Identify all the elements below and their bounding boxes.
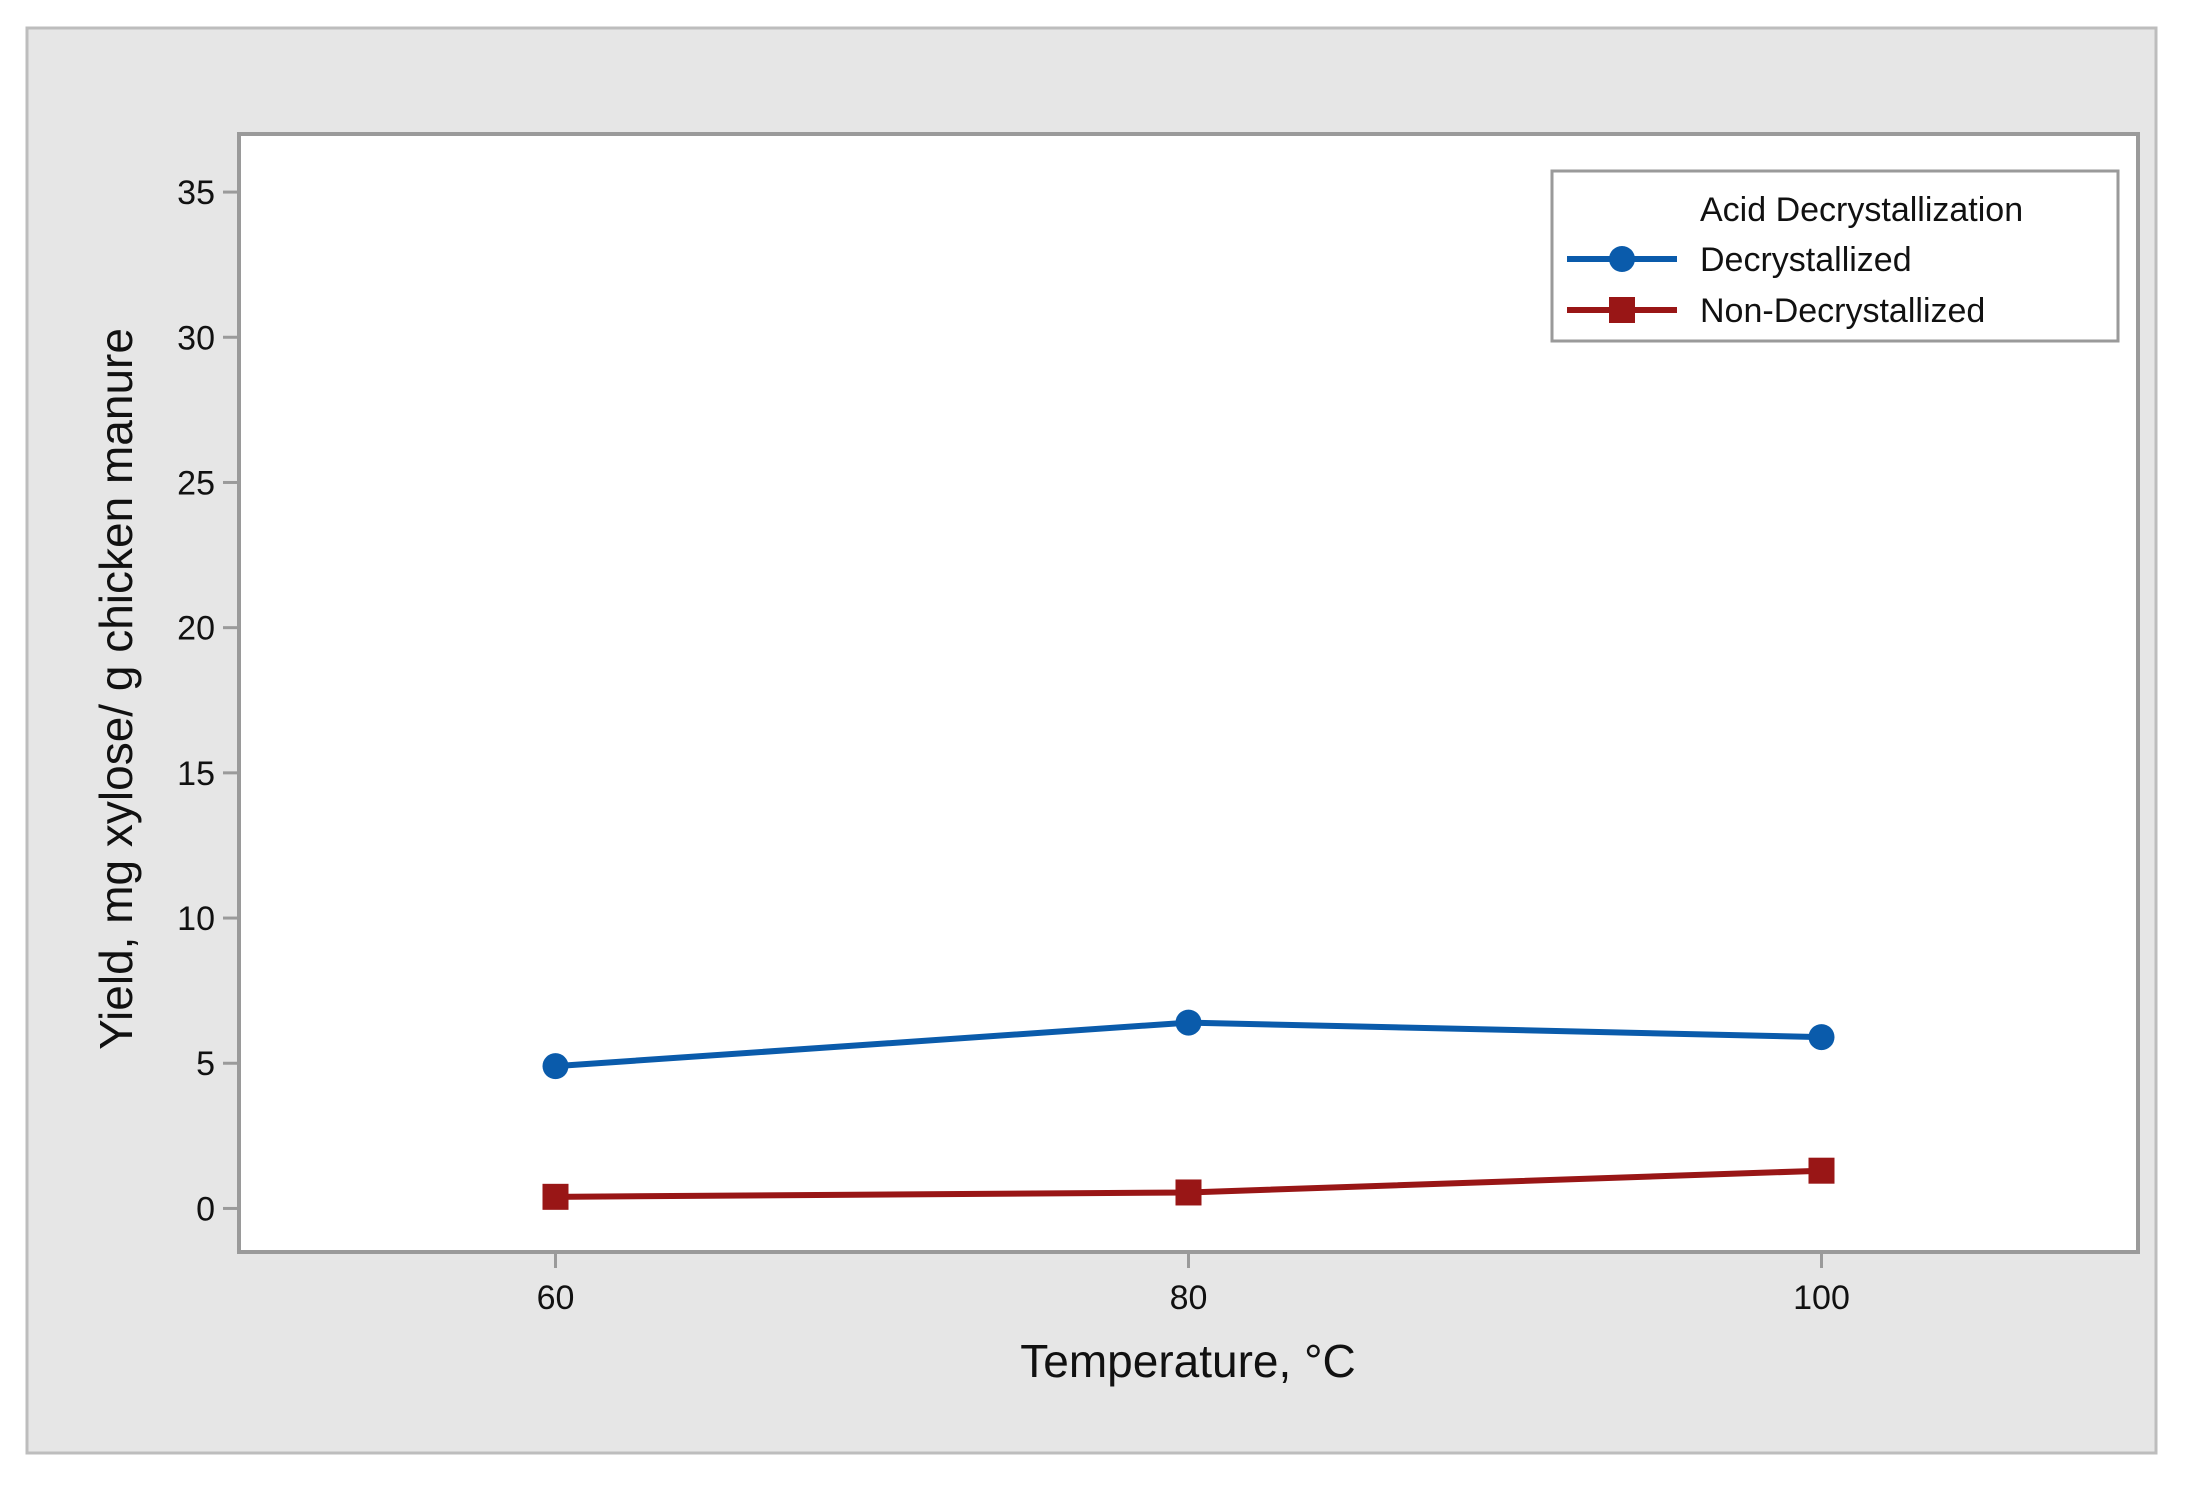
- x-axis-title: Temperature, °C: [1020, 1335, 1355, 1387]
- legend: Acid Decrystallization Decrystallized Non…: [1550, 169, 2120, 343]
- y-axis-title: Yield, mg xylose/ g chicken manure: [90, 328, 142, 1050]
- data-point: [542, 1183, 569, 1210]
- y-tick-label: 0: [196, 1190, 215, 1228]
- data-point: [1808, 1024, 1835, 1051]
- legend-label: Non-Decrystallized: [1700, 292, 1985, 330]
- x-tick-label: 80: [1170, 1279, 1208, 1317]
- data-point: [1175, 1179, 1202, 1206]
- legend-swatch-marker: [1609, 246, 1635, 272]
- x-axis: 60 80 100: [537, 1252, 1850, 1317]
- legend-items: Decrystallized Non-Decrystallized: [1567, 241, 1985, 330]
- y-tick-label: 20: [177, 610, 215, 648]
- series-layer: [542, 1009, 1835, 1210]
- legend-swatch-marker: [1609, 297, 1635, 323]
- y-tick-label: 25: [177, 464, 215, 502]
- x-tick-label: 100: [1793, 1279, 1850, 1317]
- legend-item: Non-Decrystallized: [1567, 292, 1985, 330]
- y-axis: 0 5 10 15 20 25 30 35: [177, 174, 239, 1228]
- y-tick-label: 30: [177, 319, 215, 357]
- data-point: [542, 1053, 569, 1080]
- y-tick-label: 15: [177, 755, 215, 793]
- y-tick-label: 35: [177, 174, 215, 212]
- x-tick-label: 60: [537, 1279, 575, 1317]
- series-2: [542, 1157, 1835, 1210]
- data-point: [1175, 1009, 1202, 1036]
- legend-item: Decrystallized: [1567, 241, 1912, 279]
- legend-title: Acid Decrystallization: [1700, 191, 2023, 229]
- legend-label: Decrystallized: [1700, 241, 1912, 279]
- data-point: [1808, 1157, 1835, 1184]
- y-tick-label: 5: [196, 1045, 215, 1083]
- y-tick-label: 10: [177, 900, 215, 938]
- series-1: [542, 1009, 1835, 1080]
